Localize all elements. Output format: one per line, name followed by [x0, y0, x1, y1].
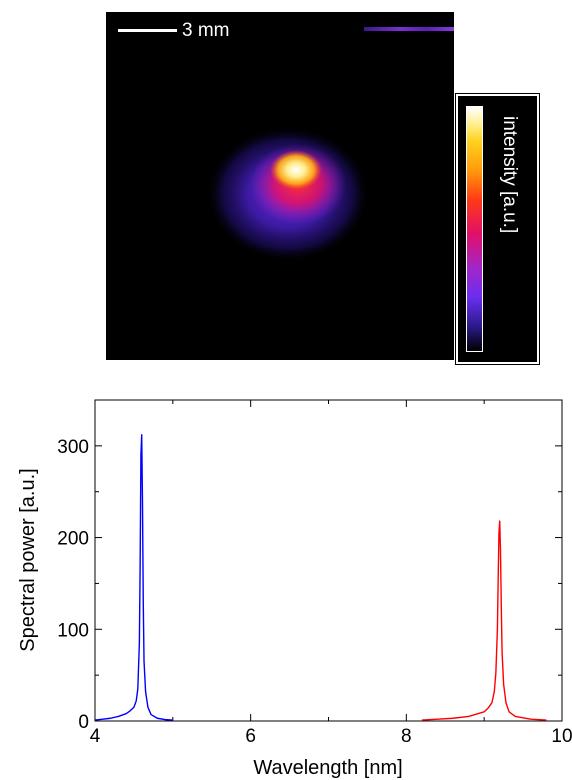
y-axis-title: Spectral power [a.u.]	[17, 468, 39, 651]
scale-bar-label: 3 mm	[182, 20, 230, 41]
scale-bar	[118, 29, 177, 32]
y-tick-label: 100	[57, 620, 89, 641]
x-tick-label: 8	[401, 726, 412, 747]
y-tick-label: 300	[57, 437, 89, 458]
y-tick-label: 0	[78, 712, 89, 733]
series-layer	[94, 434, 547, 721]
y-tick-label: 200	[57, 529, 89, 550]
intensity-colorbar: intensity [a.u.]	[455, 93, 540, 365]
beam-spot	[206, 126, 370, 262]
series-line-0	[94, 434, 173, 721]
stray-light-streak	[364, 27, 454, 31]
x-tick-label: 4	[90, 726, 101, 747]
plot-frame	[94, 399, 563, 722]
x-tick-label: 6	[245, 726, 256, 747]
x-axis-title: Wavelength [nm]	[253, 757, 402, 779]
colorbar-gradient	[466, 106, 483, 352]
series-line-1	[421, 520, 547, 721]
colorbar-label: intensity [a.u.]	[499, 116, 520, 234]
axis-ticks	[94, 399, 563, 722]
x-tick-label: 10	[551, 726, 572, 747]
beam-profile-image: 3 mm	[106, 12, 454, 360]
